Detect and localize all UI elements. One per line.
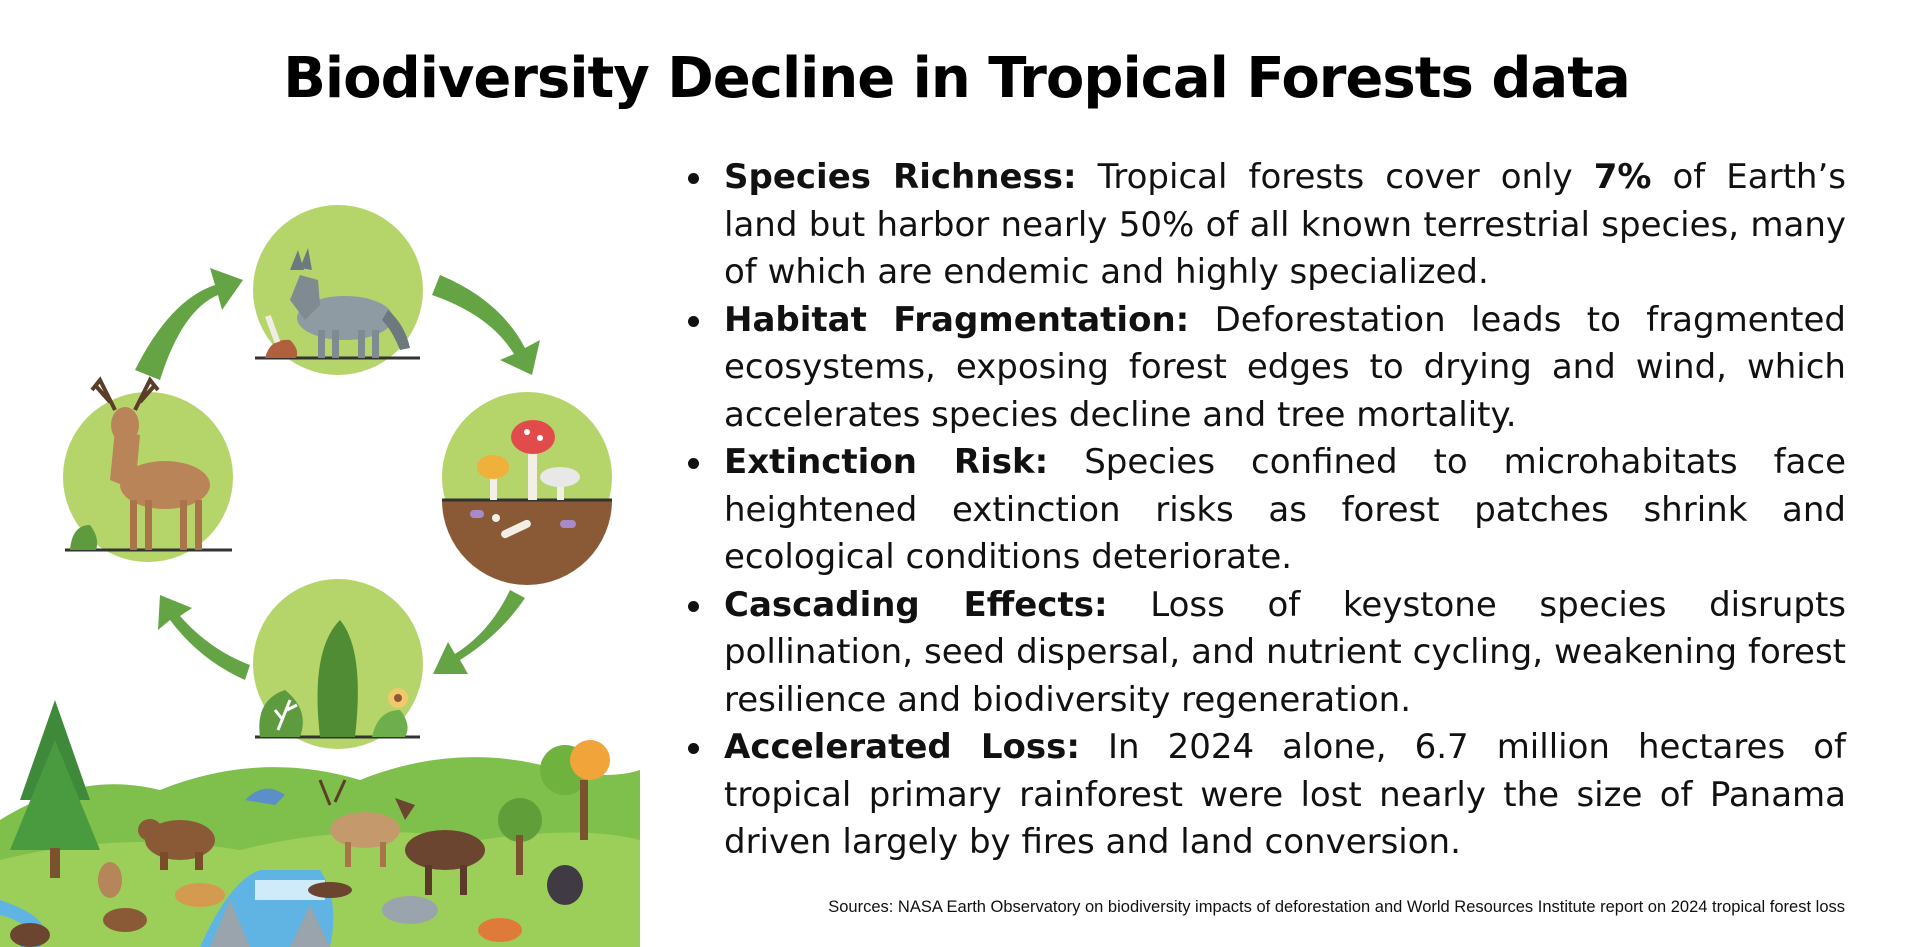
bullet-habitat-fragmentation: Habitat Fragmentation: Deforestation lea… <box>686 297 1846 440</box>
bullet-heading: Cascading Effects: <box>724 584 1108 625</box>
forest-wildlife-scene <box>0 700 640 947</box>
page-title: Biodiversity Decline in Tropical Forests… <box>283 46 1631 111</box>
bullet-text: Tropical forests cover only <box>1076 157 1594 197</box>
bullet-heading: Extinction Risk: <box>724 442 1049 482</box>
bullet-accelerated-loss: Accelerated Loss: In 2024 alone, 6.7 mil… <box>686 724 1846 867</box>
deer-icon <box>63 376 233 562</box>
sources-note: Sources: NASA Earth Observatory on biodi… <box>828 898 1845 916</box>
bullet-text: In 2024 alone, 6.7 million hectares of t… <box>724 727 1846 862</box>
bullet-dot <box>688 458 699 469</box>
plants-icon <box>253 579 423 749</box>
bullet-heading: Habitat Fragmentation: <box>724 299 1190 340</box>
bullet-text: Deforestation leads to fragmented ecosys… <box>724 299 1847 435</box>
wolf-icon <box>253 205 423 375</box>
cycle-arrow-icon <box>135 268 540 680</box>
mushroom-soil-icon <box>442 392 612 585</box>
ecosystem-illustration <box>0 205 640 947</box>
bullet-heading: Accelerated Loss: <box>724 727 1080 767</box>
bullet-heading: Species Richness: <box>724 157 1077 197</box>
bullet-dot <box>688 600 699 612</box>
bullet-text: Loss of keystone species disrupts pollin… <box>724 584 1846 720</box>
bullet-text: of Earth’s land but harbor nearly 50% of… <box>724 157 1846 292</box>
bullet-extinction-risk: Extinction Risk: Species confined to mic… <box>686 439 1846 582</box>
bullet-highlight: 7% <box>1593 157 1652 197</box>
bullet-list: Species Richness: Tropical forests cover… <box>686 154 1846 867</box>
bullet-dot <box>688 173 699 184</box>
bullet-cascading-effects: Cascading Effects: Loss of keystone spec… <box>686 582 1846 725</box>
bullet-text: Species confined to microhabitats face h… <box>724 442 1846 577</box>
bullet-species-richness: Species Richness: Tropical forests cover… <box>686 154 1846 297</box>
bullet-dot <box>688 315 699 327</box>
bullet-dot <box>688 743 699 754</box>
